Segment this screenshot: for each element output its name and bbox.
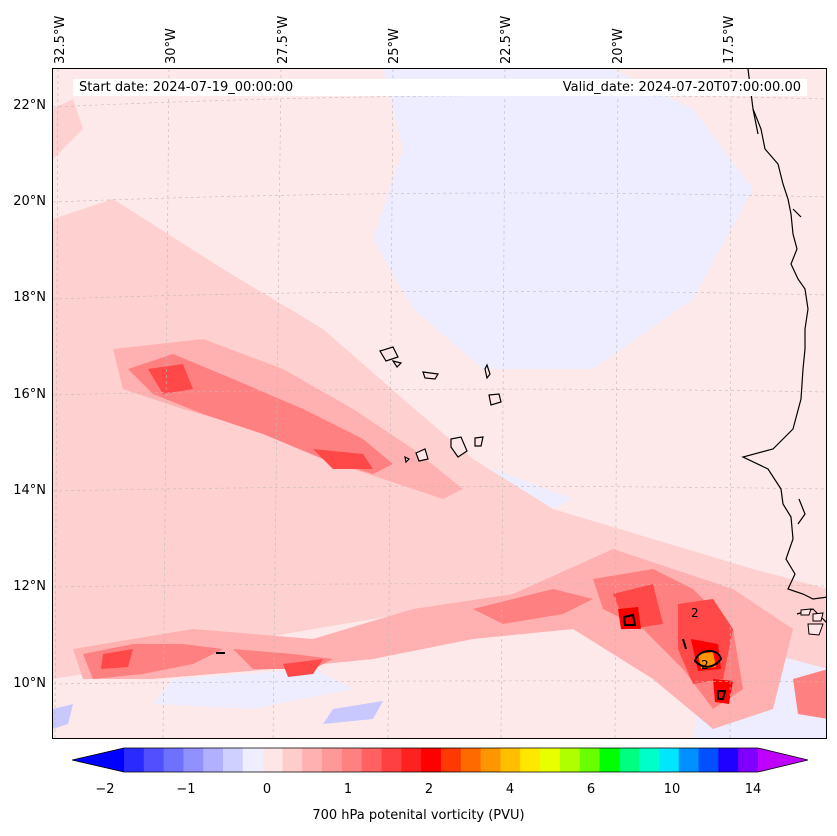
colorbar-swatch (678, 748, 700, 772)
colorbar-swatch (203, 748, 224, 772)
colorbar-arrow-low (72, 748, 124, 772)
lat-label: 20°N (13, 194, 46, 209)
colorbar-swatch (698, 748, 719, 772)
colorbar-swatch (302, 748, 323, 772)
colorbar-swatch (559, 748, 581, 772)
colorbar-swatch (540, 748, 561, 772)
colorbar-swatch (183, 748, 204, 772)
colorbar-tick-label: 4 (505, 782, 515, 797)
colorbar-tick-label: 10 (663, 782, 681, 797)
lon-label: 20°W (611, 28, 626, 64)
colorbar-swatch (341, 748, 363, 772)
colorbar-tick-label: 0 (262, 782, 272, 797)
colorbar-swatch (163, 748, 184, 772)
pv-map: 2 2 (53, 69, 826, 738)
coastline (741, 69, 826, 623)
colorbar-swatch (441, 748, 462, 772)
positive-pv-orange (698, 652, 716, 669)
lon-label: 22.5°W (499, 15, 514, 64)
colorbar-swatch (242, 748, 264, 772)
colorbar-swatch (361, 748, 383, 772)
colorbar-swatch (124, 748, 145, 772)
colorbar-title: 700 hPa potenital vorticity (PVU) (312, 808, 525, 823)
colorbar-tick-label: −1 (176, 782, 196, 797)
colorbar-swatch (262, 748, 283, 772)
colorbar (72, 747, 809, 773)
valid-date-label: Valid_date: 2024-07-20T07:00:00.00 (533, 79, 807, 96)
colorbar-swatch (480, 748, 501, 772)
colorbar-swatch (282, 748, 303, 772)
colorbar-swatch (381, 748, 402, 772)
colorbar-swatch (718, 748, 739, 772)
lat-label: 12°N (13, 579, 46, 594)
colorbar-swatch (520, 748, 541, 772)
colorbar-swatch (639, 748, 660, 772)
colorbar-swatch (579, 748, 600, 772)
cape-verde-islands (379, 346, 502, 464)
colorbar-swatch (421, 748, 442, 772)
colorbar-arrow-high (758, 748, 808, 772)
colorbar-tick-label: 2 (424, 782, 434, 797)
colorbar-swatch (738, 748, 759, 772)
lat-label: 14°N (13, 483, 46, 498)
colorbar-outline (72, 747, 809, 773)
colorbar-tick-label: −2 (95, 782, 115, 797)
bissagos-islands (800, 608, 824, 636)
lat-label: 16°N (13, 387, 46, 402)
pv-contours (216, 613, 727, 700)
colorbar-swatch (500, 748, 521, 772)
colorbar-tick-label: 14 (744, 782, 762, 797)
lon-label: 17.5°W (722, 15, 737, 64)
colorbar-swatch (322, 748, 343, 772)
lon-label: 30°W (164, 28, 179, 64)
colorbar-swatch (401, 748, 422, 772)
lat-label: 18°N (13, 290, 46, 305)
colorbar-tick-label: 6 (586, 782, 596, 797)
colorbar-swatch (599, 748, 620, 772)
start-date-label: Start date: 2024-07-19_00:00:00 (73, 79, 545, 96)
lat-label: 22°N (13, 98, 46, 113)
colorbar-swatch (143, 748, 165, 772)
contour-label: 2 (701, 658, 709, 672)
lon-label: 25°W (387, 28, 402, 64)
lon-label: 32.5°W (53, 15, 68, 64)
colorbar-swatch (658, 748, 680, 772)
gridlines (53, 69, 826, 738)
lon-label: 27.5°W (276, 15, 291, 64)
colorbar-tick-label: 1 (343, 782, 353, 797)
colorbar-swatch (223, 748, 244, 772)
contour-label: 2 (691, 606, 699, 620)
map-panel: 2 2 (52, 68, 827, 739)
colorbar-swatch (619, 748, 640, 772)
colorbar-swatch (460, 748, 482, 772)
lat-label: 10°N (13, 676, 46, 691)
